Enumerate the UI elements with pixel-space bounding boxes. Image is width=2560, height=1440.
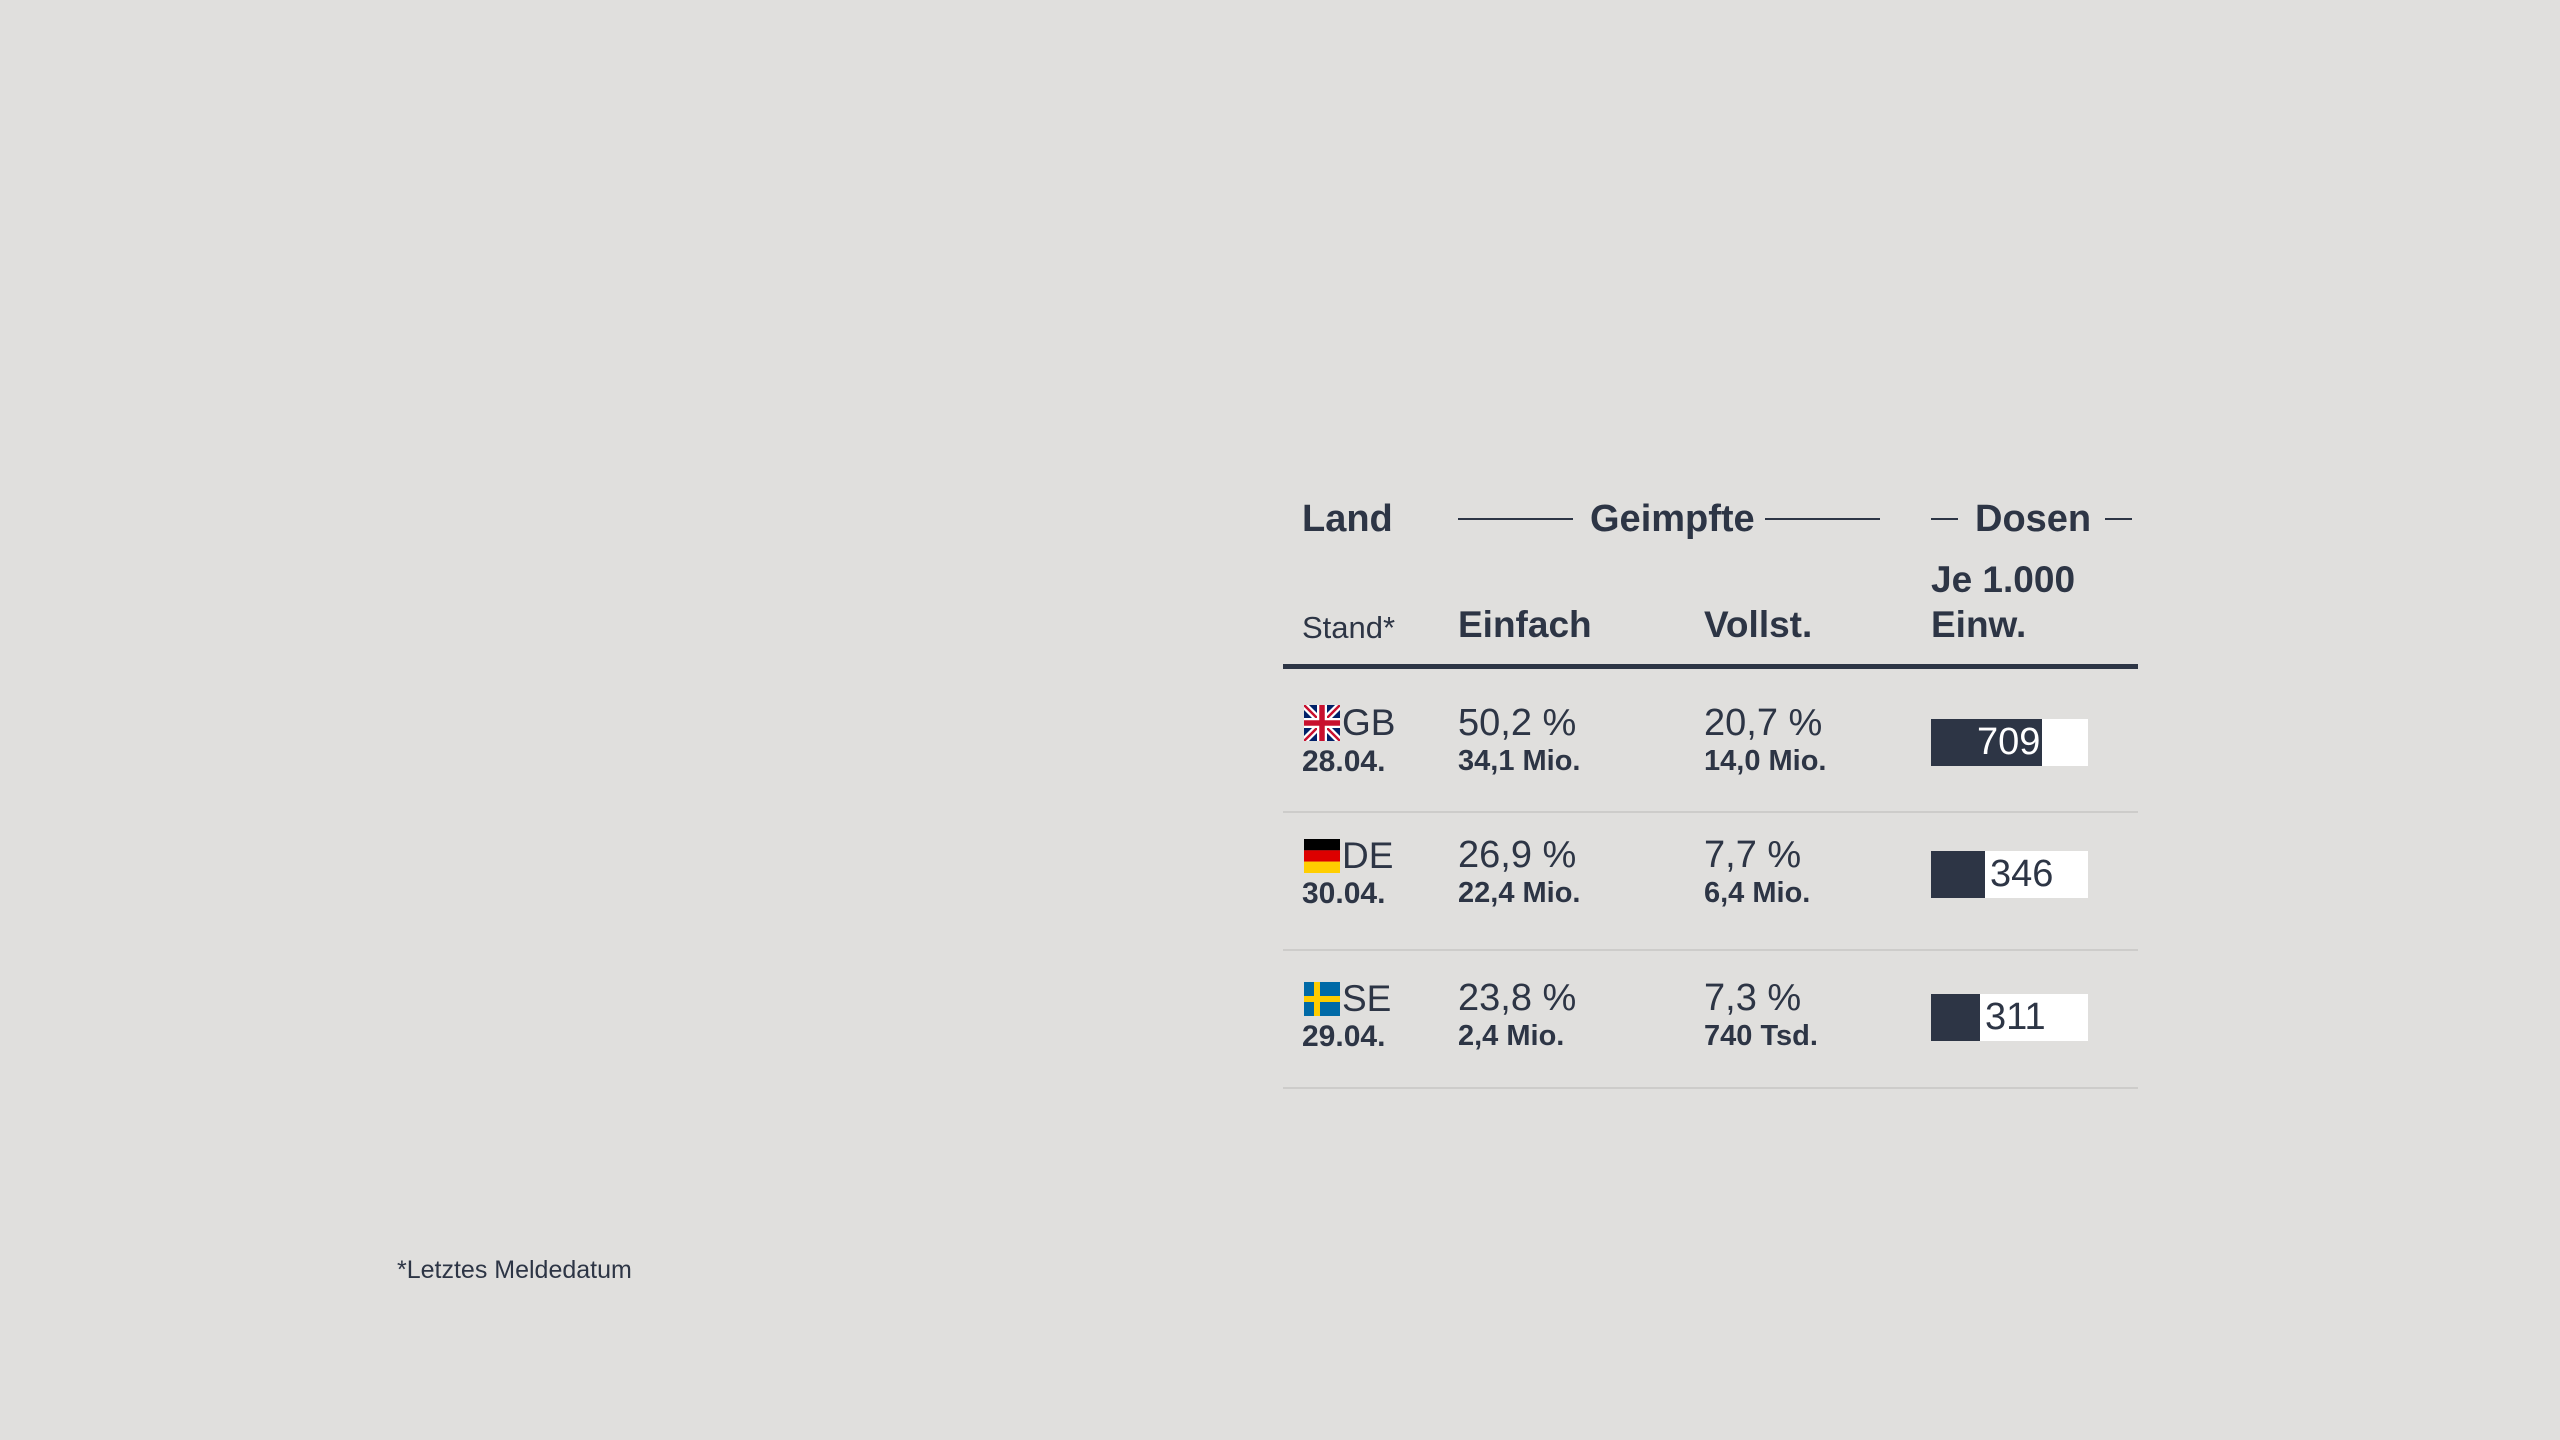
uk-flag-icon <box>1304 705 1340 741</box>
column-header-je-line1: Je 1.000 <box>1931 559 2076 600</box>
table-row-gb-einfach-pct: 50,2 % <box>1458 702 1577 744</box>
table-row-gb-date: 28.04. <box>1302 745 1386 778</box>
table-row-se-date: 29.04. <box>1302 1020 1386 1053</box>
table-row-de-vollst-abs: 6,4 Mio. <box>1704 877 1811 909</box>
table-row-gb-vollst-abs: 14,0 Mio. <box>1704 745 1827 777</box>
table-row-de-einfach-pct: 26,9 % <box>1458 834 1577 876</box>
doses-bar-fill <box>1931 719 2042 766</box>
column-header-stand: Stand* <box>1302 610 1396 645</box>
row-divider <box>1283 811 2138 813</box>
table-row-gb-doses-bar: 709 <box>1931 719 2088 766</box>
country-code: SE <box>1342 978 1392 1019</box>
table-row-de-doses-bar: 346 <box>1931 851 2088 898</box>
header-dosen-group: Dosen <box>1931 493 2133 545</box>
header-dosen-rule-right <box>2105 518 2133 520</box>
table-row-se-einfach-pct: 23,8 % <box>1458 977 1577 1019</box>
table-row-gb-country: GB <box>1304 702 1395 744</box>
column-header-einfach: Einfach <box>1458 604 1592 645</box>
header-geimpfte-rule-left <box>1458 518 1573 520</box>
table-row-se-vollst-abs: 740 Tsd. <box>1704 1020 1818 1052</box>
header-geimpfte-group: Geimpfte <box>1458 493 1880 545</box>
country-code: DE <box>1342 835 1394 876</box>
doses-bar-fill <box>1931 851 1985 898</box>
table-row-se-country: SE <box>1304 978 1391 1020</box>
row-divider <box>1283 949 2138 951</box>
header-land: Land <box>1302 493 1393 545</box>
table-row-de-einfach-abs: 22,4 Mio. <box>1458 877 1581 909</box>
doses-bar-label: 311 <box>1985 996 2046 1038</box>
header-geimpfte-rule-right <box>1764 518 1880 520</box>
country-code: GB <box>1342 702 1396 743</box>
table-row-se-vollst-pct: 7,3 % <box>1704 977 1802 1019</box>
header-dosen-label: Dosen <box>1975 497 2092 540</box>
table-row-se-einfach-abs: 2,4 Mio. <box>1458 1020 1565 1052</box>
column-header-je-line2: Einw. <box>1931 604 2027 645</box>
header-dosen-rule-left <box>1931 518 1958 520</box>
table-row-gb-vollst-pct: 20,7 % <box>1704 702 1823 744</box>
sweden-flag-icon <box>1304 982 1340 1016</box>
footnote: *Letztes Meldedatum <box>397 1256 632 1284</box>
column-header-vollst: Vollst. <box>1704 604 1813 645</box>
header-land-label: Land <box>1302 497 1393 540</box>
doses-bar-label: 346 <box>1990 853 2054 895</box>
table-row-de-vollst-pct: 7,7 % <box>1704 834 1802 876</box>
table-row-de-country: DE <box>1304 835 1393 877</box>
table-row-se-doses-bar: 311 <box>1931 994 2088 1041</box>
row-divider <box>1283 1087 2138 1089</box>
table-row-gb-einfach-abs: 34,1 Mio. <box>1458 745 1581 777</box>
header-geimpfte-label: Geimpfte <box>1590 497 1755 540</box>
doses-bar-label: 709 <box>1977 721 2041 763</box>
doses-bar-fill <box>1931 994 1980 1041</box>
header-divider <box>1283 664 2138 669</box>
table-row-de-date: 30.04. <box>1302 877 1386 910</box>
germany-flag-icon <box>1304 839 1340 873</box>
